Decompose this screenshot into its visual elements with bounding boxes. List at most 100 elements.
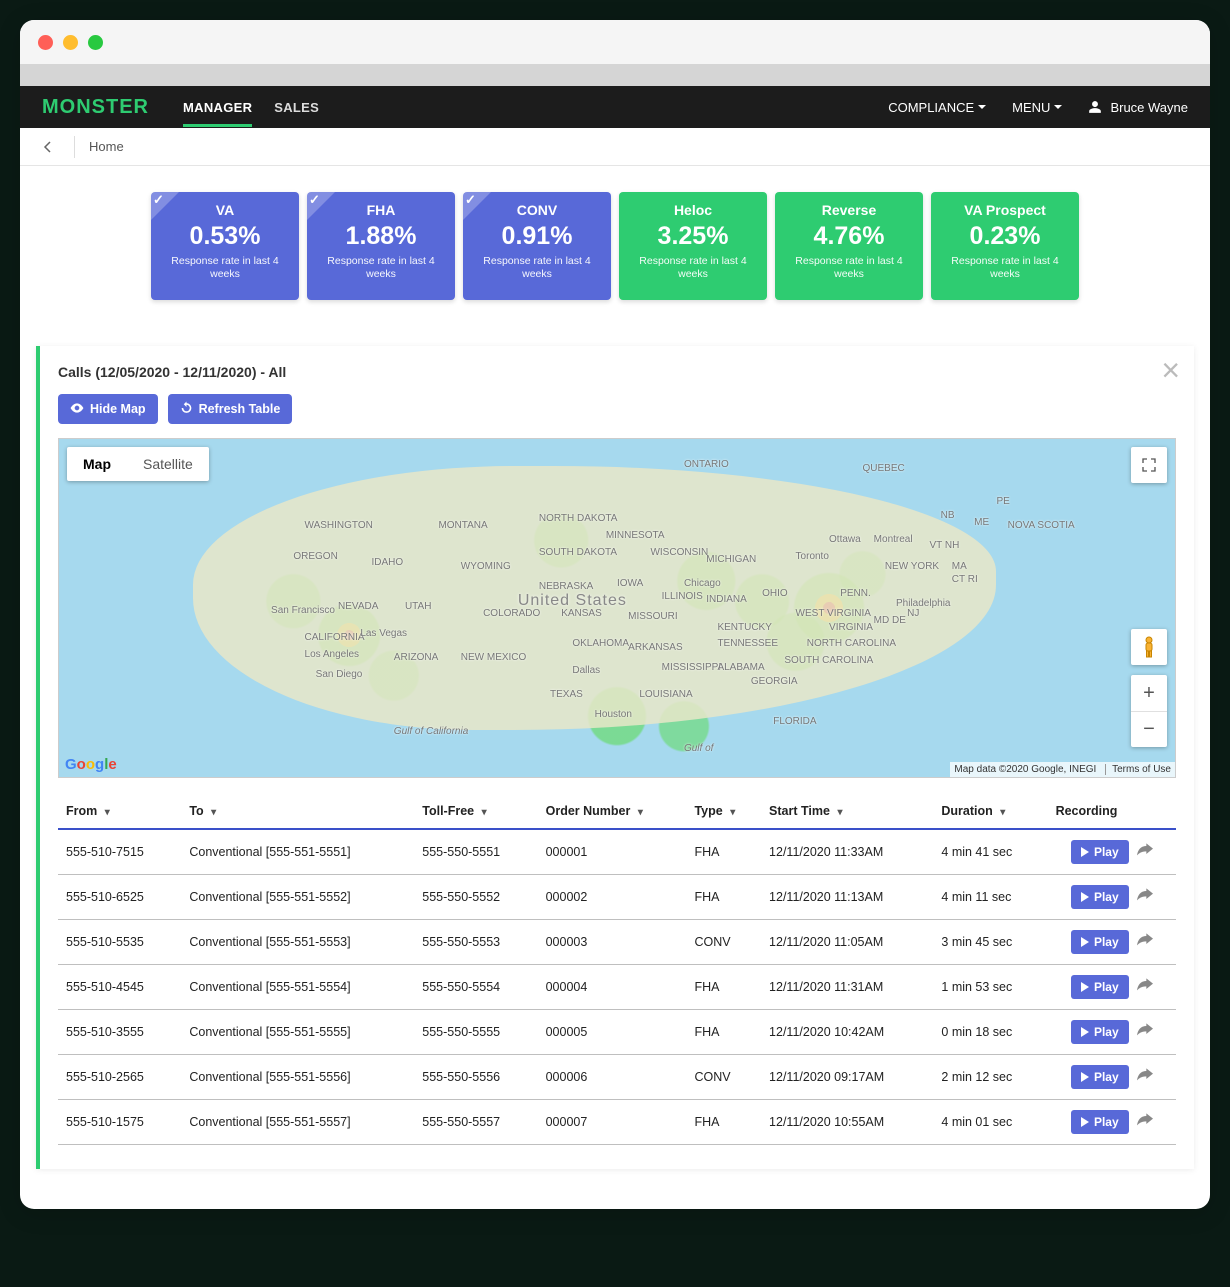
map-label: Gulf of [684, 743, 713, 754]
breadcrumb-home[interactable]: Home [89, 139, 124, 154]
brand-logo[interactable]: MONSTER [42, 96, 149, 119]
kpi-card-conv[interactable]: ✓CONV0.91%Response rate in last 4 weeks [463, 192, 611, 300]
cell-type: FHA [686, 1010, 761, 1055]
play-label: Play [1094, 1115, 1119, 1129]
col-header-type[interactable]: Type ▾ [686, 794, 761, 829]
cell-duration: 4 min 11 sec [933, 875, 1047, 920]
kpi-subtext: Response rate in last 4 weeks [315, 255, 447, 281]
play-button[interactable]: Play [1071, 1110, 1129, 1134]
play-button[interactable]: Play [1071, 930, 1129, 954]
window-minimize-icon[interactable] [63, 35, 78, 50]
map-label: MONTANA [438, 520, 487, 531]
kpi-card-va[interactable]: ✓VA0.53%Response rate in last 4 weeks [151, 192, 299, 300]
share-icon[interactable] [1137, 889, 1153, 906]
col-label: Recording [1056, 804, 1118, 818]
cell-recording: Play [1048, 965, 1176, 1010]
map-zoom-out-button[interactable]: − [1131, 711, 1167, 747]
col-header-from[interactable]: From ▾ [58, 794, 181, 829]
kpi-subtext: Response rate in last 4 weeks [783, 255, 915, 281]
close-icon[interactable]: × [1161, 354, 1180, 386]
cell-start: 12/11/2020 10:42AM [761, 1010, 933, 1055]
table-header-row: From ▾To ▾Toll-Free ▾Order Number ▾Type … [58, 794, 1176, 829]
map-type-satellite[interactable]: Satellite [127, 447, 209, 481]
cell-tollfree: 555-550-5553 [414, 920, 537, 965]
map-label: WASHINGTON [305, 520, 373, 531]
map-label: Montreal [874, 534, 913, 545]
col-header-to[interactable]: To ▾ [181, 794, 414, 829]
kpi-card-heloc[interactable]: Heloc3.25%Response rate in last 4 weeks [619, 192, 767, 300]
cell-start: 12/11/2020 11:31AM [761, 965, 933, 1010]
share-icon[interactable] [1137, 1069, 1153, 1086]
panel-actions: Hide Map Refresh Table [58, 394, 1176, 424]
kpi-card-fha[interactable]: ✓FHA1.88%Response rate in last 4 weeks [307, 192, 455, 300]
table-row: 555-510-7515Conventional [555-551-5551]5… [58, 829, 1176, 875]
chevron-down-icon: ▾ [1000, 807, 1005, 818]
kpi-value: 1.88% [315, 222, 447, 251]
nav-compliance[interactable]: COMPLIANCE [888, 100, 986, 115]
map-container[interactable]: ONTARIOQUEBECWASHINGTONMONTANANORTH DAKO… [58, 438, 1176, 778]
chevron-left-icon [42, 141, 52, 153]
kpi-subtext: Response rate in last 4 weeks [939, 255, 1071, 281]
play-button[interactable]: Play [1071, 1065, 1129, 1089]
share-icon[interactable] [1137, 1114, 1153, 1131]
share-icon[interactable] [1137, 979, 1153, 996]
breadcrumb-divider [74, 136, 75, 158]
cell-start: 12/11/2020 11:13AM [761, 875, 933, 920]
map-label: INDIANA [706, 594, 747, 605]
nav-tab-sales[interactable]: SALES [274, 88, 319, 127]
table-row: 555-510-1575Conventional [555-551-5557]5… [58, 1100, 1176, 1145]
share-icon[interactable] [1137, 934, 1153, 951]
map-label: GEORGIA [751, 676, 798, 687]
breadcrumb-back-button[interactable] [34, 134, 60, 160]
cell-type: FHA [686, 965, 761, 1010]
map-label: PENN. [840, 588, 871, 599]
col-header-duration[interactable]: Duration ▾ [933, 794, 1047, 829]
col-header-tollfree[interactable]: Toll-Free ▾ [414, 794, 537, 829]
play-button[interactable]: Play [1071, 840, 1129, 864]
kpi-card-va-prospect[interactable]: VA Prospect0.23%Response rate in last 4 … [931, 192, 1079, 300]
nav-user[interactable]: Bruce Wayne [1088, 100, 1188, 115]
map-label: NJ [907, 608, 919, 619]
cell-to: Conventional [555-551-5555] [181, 1010, 414, 1055]
top-nav: MONSTER MANAGER SALES COMPLIANCE MENU Bru… [20, 86, 1210, 128]
cell-from: 555-510-3555 [58, 1010, 181, 1055]
map-zoom-control: + − [1131, 675, 1167, 747]
share-icon[interactable] [1137, 1024, 1153, 1041]
play-button[interactable]: Play [1071, 1020, 1129, 1044]
map-terms-link[interactable]: Terms of Use [1105, 764, 1171, 775]
map-label: ONTARIO [684, 459, 729, 470]
col-header-order[interactable]: Order Number ▾ [538, 794, 687, 829]
cell-type: CONV [686, 920, 761, 965]
cell-type: FHA [686, 829, 761, 875]
nav-tab-manager[interactable]: MANAGER [183, 88, 252, 127]
table-wrap: From ▾To ▾Toll-Free ▾Order Number ▾Type … [58, 794, 1176, 1145]
refresh-table-button[interactable]: Refresh Table [168, 394, 293, 424]
map-label: WYOMING [461, 561, 511, 572]
map-label: MICHIGAN [706, 554, 756, 565]
play-button[interactable]: Play [1071, 975, 1129, 999]
col-header-start[interactable]: Start Time ▾ [761, 794, 933, 829]
kpi-card-reverse[interactable]: Reverse4.76%Response rate in last 4 week… [775, 192, 923, 300]
map-pegman-button[interactable] [1131, 629, 1167, 665]
map-type-map[interactable]: Map [67, 447, 127, 481]
kpi-subtext: Response rate in last 4 weeks [627, 255, 759, 281]
user-icon [1088, 100, 1102, 114]
nav-user-name: Bruce Wayne [1110, 100, 1188, 115]
map-label: Las Vegas [360, 628, 407, 639]
play-label: Play [1094, 890, 1119, 904]
cell-tollfree: 555-550-5551 [414, 829, 537, 875]
share-icon[interactable] [1137, 844, 1153, 861]
play-button[interactable]: Play [1071, 885, 1129, 909]
window-maximize-icon[interactable] [88, 35, 103, 50]
map-label: MA [952, 561, 967, 572]
map-zoom-in-button[interactable]: + [1131, 675, 1167, 711]
play-label: Play [1094, 1070, 1119, 1084]
hide-map-button[interactable]: Hide Map [58, 394, 158, 424]
calls-table: From ▾To ▾Toll-Free ▾Order Number ▾Type … [58, 794, 1176, 1145]
table-body: 555-510-7515Conventional [555-551-5551]5… [58, 829, 1176, 1145]
window-close-icon[interactable] [38, 35, 53, 50]
map-fullscreen-button[interactable] [1131, 447, 1167, 483]
nav-menu[interactable]: MENU [1012, 100, 1062, 115]
col-label: Duration [941, 804, 992, 818]
map-label: LOUISIANA [639, 689, 692, 700]
